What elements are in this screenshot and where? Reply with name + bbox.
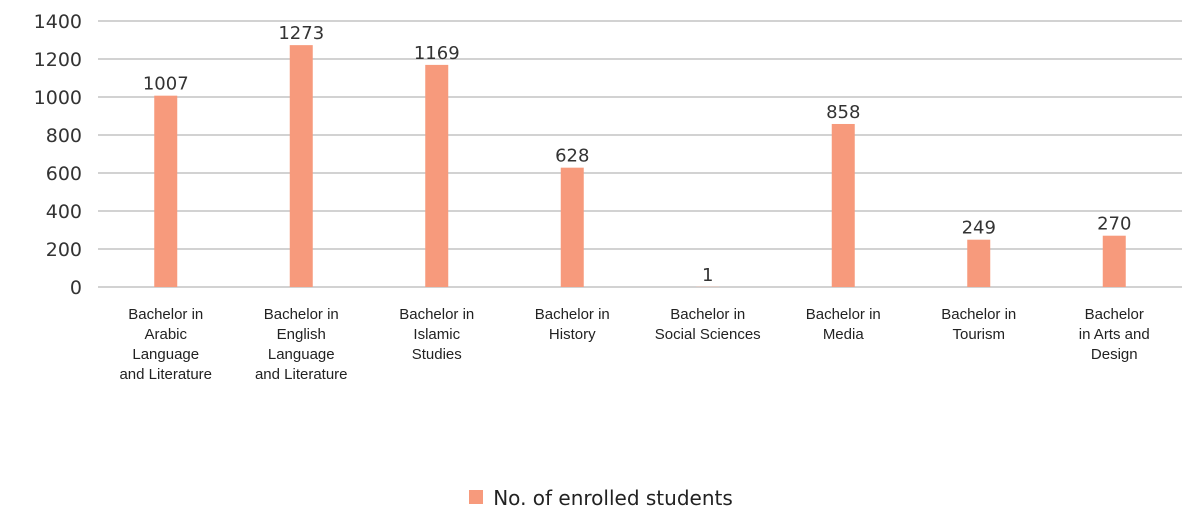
x-tick-label-line: Tourism xyxy=(952,326,1005,343)
y-tick-label: 1200 xyxy=(34,49,82,71)
y-tick-label: 800 xyxy=(46,125,82,147)
x-tick-label-line: Bachelor xyxy=(1085,306,1144,323)
data-label: 1 xyxy=(702,265,713,286)
bar-chart: 0 200 400 600 800 1000 1200 1400 1007 1273 1169 62… xyxy=(34,11,1182,383)
x-tick-label-line: Arabic xyxy=(144,326,187,343)
bar xyxy=(1102,235,1126,287)
x-tick-label-line: History xyxy=(549,326,596,343)
x-tick-label-line: Language xyxy=(268,346,335,363)
x-tick-label-line: and Literature xyxy=(255,366,348,383)
x-tick-label-line: English xyxy=(277,326,326,343)
x-tick-label: Bachelor in English Language and Literature xyxy=(255,306,348,383)
data-label: 270 xyxy=(1097,214,1131,235)
x-tick-label: Bachelor in Tourism xyxy=(941,306,1016,343)
x-tick-label-line: Design xyxy=(1091,346,1138,363)
y-tick-label: 1400 xyxy=(34,11,82,33)
data-label: 858 xyxy=(826,102,860,123)
data-label: 1007 xyxy=(143,74,189,95)
x-tick-label-line: Bachelor in xyxy=(399,306,474,323)
data-label: 1273 xyxy=(278,23,324,44)
bar xyxy=(425,64,449,287)
x-axis-labels: Bachelor in Arabic Language and LiteratureB… xyxy=(119,306,1149,383)
data-label: 628 xyxy=(555,146,589,167)
bar xyxy=(831,123,855,287)
x-tick-label-line: Bachelor in xyxy=(128,306,203,323)
bar xyxy=(289,45,313,287)
y-tick-label: 200 xyxy=(46,239,82,261)
x-tick-label-line: Social Sciences xyxy=(655,326,761,343)
data-label: 249 xyxy=(962,218,996,239)
data-labels: 1007 1273 1169 628 1 858 249 270 xyxy=(143,23,1132,286)
bars xyxy=(154,45,1126,287)
x-tick-label-line: Media xyxy=(823,326,865,343)
x-tick-label-line: Studies xyxy=(412,346,462,363)
x-tick-label-line: Bachelor in xyxy=(941,306,1016,323)
y-axis-ticks: 0 200 400 600 800 1000 1200 1400 xyxy=(34,11,82,299)
x-tick-label-line: Bachelor in xyxy=(670,306,745,323)
x-tick-label: Bachelor in Media xyxy=(806,306,881,343)
x-tick-label-line: Bachelor in xyxy=(806,306,881,323)
x-tick-label-line: Islamic xyxy=(413,326,460,343)
bar xyxy=(560,167,584,287)
y-tick-label: 0 xyxy=(70,277,82,299)
x-tick-label: Bachelor in Arts and Design xyxy=(1079,306,1150,363)
y-tick-label: 1000 xyxy=(34,87,82,109)
y-tick-label: 600 xyxy=(46,163,82,185)
legend-label: No. of enrolled students xyxy=(493,486,733,510)
y-tick-label: 400 xyxy=(46,201,82,223)
x-tick-label-line: Language xyxy=(132,346,199,363)
gridlines xyxy=(98,20,1182,288)
bar xyxy=(154,95,178,287)
x-tick-label: Bachelor in Social Sciences xyxy=(655,306,761,343)
bar xyxy=(967,239,991,287)
x-tick-label: Bachelor in Islamic Studies xyxy=(399,306,474,363)
x-tick-label-line: Bachelor in xyxy=(535,306,610,323)
x-tick-label-line: in Arts and xyxy=(1079,326,1150,343)
x-tick-label: Bachelor in Arabic Language and Literature xyxy=(119,306,212,383)
legend: No. of enrolled students xyxy=(0,486,1202,510)
x-tick-label-line: and Literature xyxy=(119,366,212,383)
legend-swatch xyxy=(469,490,484,504)
x-tick-label-line: Bachelor in xyxy=(264,306,339,323)
x-tick-label: Bachelor in History xyxy=(535,306,610,343)
data-label: 1169 xyxy=(414,43,460,64)
